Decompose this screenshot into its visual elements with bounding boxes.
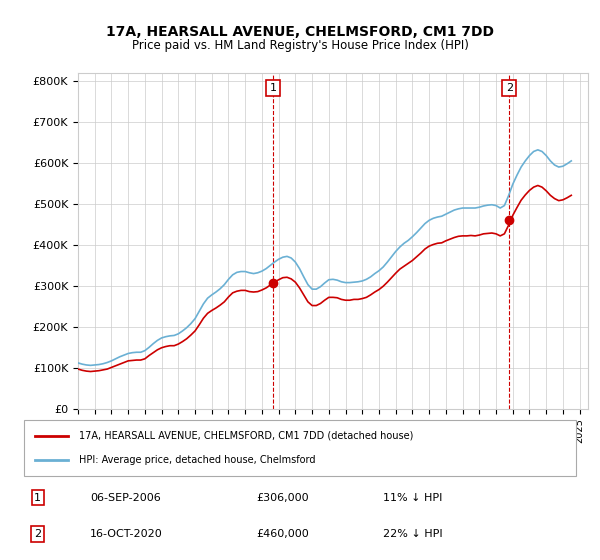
Text: HPI: Average price, detached house, Chelmsford: HPI: Average price, detached house, Chel… xyxy=(79,455,316,465)
Text: 1: 1 xyxy=(34,493,41,503)
Text: 2: 2 xyxy=(506,83,513,93)
Text: £460,000: £460,000 xyxy=(256,529,308,539)
Text: 17A, HEARSALL AVENUE, CHELMSFORD, CM1 7DD: 17A, HEARSALL AVENUE, CHELMSFORD, CM1 7D… xyxy=(106,25,494,39)
FancyBboxPatch shape xyxy=(24,420,576,476)
Text: 16-OCT-2020: 16-OCT-2020 xyxy=(90,529,163,539)
Text: 2: 2 xyxy=(34,529,41,539)
Text: Price paid vs. HM Land Registry's House Price Index (HPI): Price paid vs. HM Land Registry's House … xyxy=(131,39,469,52)
Text: 11% ↓ HPI: 11% ↓ HPI xyxy=(383,493,442,503)
Text: 22% ↓ HPI: 22% ↓ HPI xyxy=(383,529,442,539)
Text: £306,000: £306,000 xyxy=(256,493,308,503)
Text: 1: 1 xyxy=(269,83,277,93)
Text: 17A, HEARSALL AVENUE, CHELMSFORD, CM1 7DD (detached house): 17A, HEARSALL AVENUE, CHELMSFORD, CM1 7D… xyxy=(79,431,413,441)
Text: 06-SEP-2006: 06-SEP-2006 xyxy=(90,493,161,503)
